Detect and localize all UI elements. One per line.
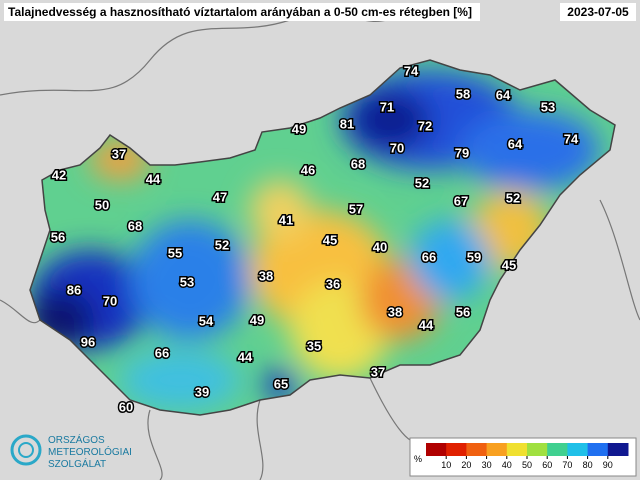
logo-icon bbox=[10, 434, 42, 466]
station-value: 72 bbox=[418, 118, 432, 133]
station-value: 71 bbox=[380, 99, 394, 114]
station-value: 37 bbox=[371, 364, 385, 379]
colorbar-swatch bbox=[506, 443, 528, 456]
station-value: 66 bbox=[155, 345, 169, 360]
logo: ORSZÁGOS METEOROLÓGIAI SZOLGÁLAT bbox=[10, 433, 132, 470]
station-value: 52 bbox=[215, 237, 229, 252]
colorbar-tick-label: 90 bbox=[603, 460, 613, 470]
station-value: 70 bbox=[103, 293, 117, 308]
station-value: 55 bbox=[168, 245, 182, 260]
station-value: 45 bbox=[502, 257, 516, 272]
station-value: 46 bbox=[301, 162, 315, 177]
station-value: 35 bbox=[307, 338, 321, 353]
station-value: 39 bbox=[195, 384, 209, 399]
station-value: 53 bbox=[180, 274, 194, 289]
station-value: 42 bbox=[52, 167, 66, 182]
station-value: 56 bbox=[456, 304, 470, 319]
colorbar-tick-label: 50 bbox=[522, 460, 532, 470]
station-value: 79 bbox=[455, 145, 469, 160]
station-value: 41 bbox=[279, 212, 293, 227]
station-value: 36 bbox=[326, 276, 340, 291]
title-box bbox=[4, 3, 480, 21]
colorbar-tick-label: 10 bbox=[441, 460, 451, 470]
station-value: 54 bbox=[199, 313, 214, 328]
station-value: 64 bbox=[508, 136, 523, 151]
station-value: 56 bbox=[51, 229, 65, 244]
station-value: 52 bbox=[506, 190, 520, 205]
colorbar-tick-label: 30 bbox=[482, 460, 492, 470]
station-value: 74 bbox=[564, 131, 579, 146]
station-value: 74 bbox=[404, 63, 419, 78]
colorbar-tick-label: 20 bbox=[461, 460, 471, 470]
date: 2023-07-05 bbox=[567, 5, 629, 19]
colorbar-swatch bbox=[486, 443, 508, 456]
colorbar-tick-label: 70 bbox=[562, 460, 572, 470]
station-value: 38 bbox=[388, 304, 402, 319]
stations: 74 58 64 53 71 81 72 49 74 70 79 64 68 37 46 42 44 52 47 50… bbox=[49, 62, 580, 416]
colorbar-tick-label: 40 bbox=[502, 460, 512, 470]
station-value: 37 bbox=[112, 146, 126, 161]
station-value: 52 bbox=[415, 175, 429, 190]
station-value: 38 bbox=[259, 268, 273, 283]
colorbar-swatch bbox=[587, 443, 609, 456]
title: Talajnedvesség a hasznosítható víztartal… bbox=[8, 5, 472, 19]
station-value: 58 bbox=[456, 86, 470, 101]
station-value: 44 bbox=[419, 317, 434, 332]
colorbar-unit: % bbox=[414, 454, 422, 464]
colorbar-swatch bbox=[426, 443, 447, 456]
colorbar-swatch bbox=[466, 443, 488, 456]
station-value: 67 bbox=[454, 193, 468, 208]
station-value: 44 bbox=[146, 171, 161, 186]
station-value: 65 bbox=[274, 376, 288, 391]
station-value: 47 bbox=[213, 189, 227, 204]
station-value: 57 bbox=[349, 201, 363, 216]
colorbar-tick-label: 60 bbox=[542, 460, 552, 470]
colorbar-swatch bbox=[547, 443, 568, 456]
colorbar-swatch bbox=[527, 443, 548, 456]
station-value: 66 bbox=[422, 249, 436, 264]
station-value: 53 bbox=[541, 99, 555, 114]
logo-text: SZOLGÁLAT bbox=[48, 457, 106, 470]
colorbar-swatch bbox=[567, 443, 589, 456]
station-value: 64 bbox=[496, 87, 511, 102]
colorbar-swatch bbox=[446, 443, 467, 456]
station-value: 81 bbox=[340, 116, 354, 131]
station-value: 96 bbox=[81, 334, 95, 349]
station-value: 50 bbox=[95, 197, 109, 212]
colorbar-swatch bbox=[607, 443, 629, 456]
colorbar-tick-label: 80 bbox=[583, 460, 593, 470]
station-value: 70 bbox=[390, 140, 404, 155]
logo-text: METEOROLÓGIAI bbox=[48, 445, 132, 458]
station-value: 60 bbox=[119, 399, 133, 414]
station-value: 44 bbox=[238, 349, 253, 364]
station-value: 68 bbox=[128, 218, 142, 233]
logo-text: ORSZÁGOS bbox=[48, 433, 105, 446]
station-value: 59 bbox=[467, 249, 481, 264]
station-value: 49 bbox=[292, 121, 306, 136]
date-box bbox=[560, 3, 636, 21]
station-value: 45 bbox=[323, 232, 337, 247]
station-value: 40 bbox=[373, 239, 387, 254]
station-value: 49 bbox=[250, 312, 264, 327]
station-value: 68 bbox=[351, 156, 365, 171]
station-value: 86 bbox=[67, 282, 81, 297]
logo-icon-inner bbox=[18, 442, 34, 458]
